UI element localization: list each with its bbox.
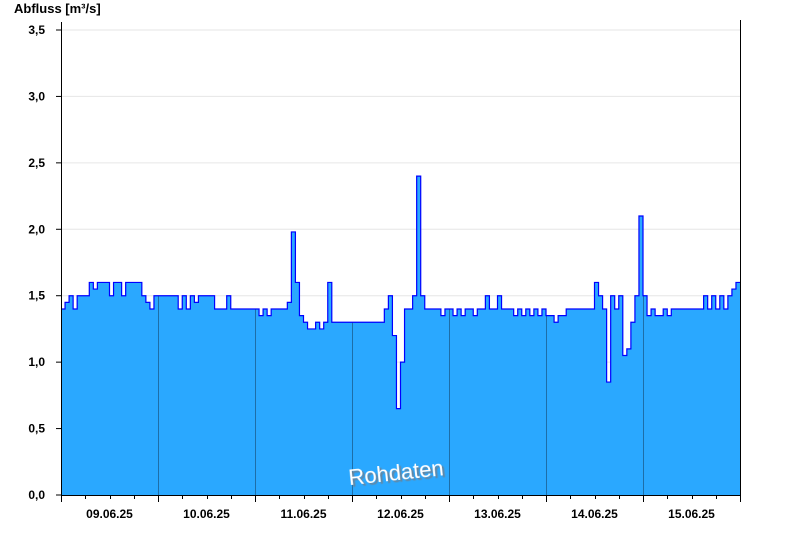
- plot-area: [61, 175, 740, 495]
- x-tick-label: 13.06.25: [474, 507, 521, 521]
- y-tick-label: 0,0: [28, 488, 45, 502]
- x-tick-label: 10.06.25: [183, 507, 230, 521]
- x-tick-label: 09.06.25: [86, 507, 133, 521]
- y-tick-label: 2,5: [28, 156, 45, 170]
- y-tick-label: 1,5: [28, 289, 45, 303]
- y-tick-label: 0,5: [28, 422, 45, 436]
- y-tick-label: 1,0: [28, 355, 45, 369]
- series-line: [61, 175, 740, 410]
- axes: 0,0 0,5 1,0 1,5 2,0 2,5 3,0 3,5 09.06.25 10.06.25…: [28, 20, 741, 521]
- y-tick-label: 3,0: [28, 89, 45, 103]
- y-axis-title: Abfluss [m³/s]: [14, 1, 101, 16]
- x-tick-label: 12.06.25: [377, 507, 424, 521]
- x-tick-label: 11.06.25: [280, 507, 326, 521]
- x-tick-label: 15.06.25: [668, 507, 715, 521]
- y-tick-label: 3,5: [28, 23, 45, 37]
- y-tick-label: 2,0: [28, 222, 45, 236]
- x-tick-label: 14.06.25: [571, 507, 618, 521]
- series-area: [61, 176, 740, 495]
